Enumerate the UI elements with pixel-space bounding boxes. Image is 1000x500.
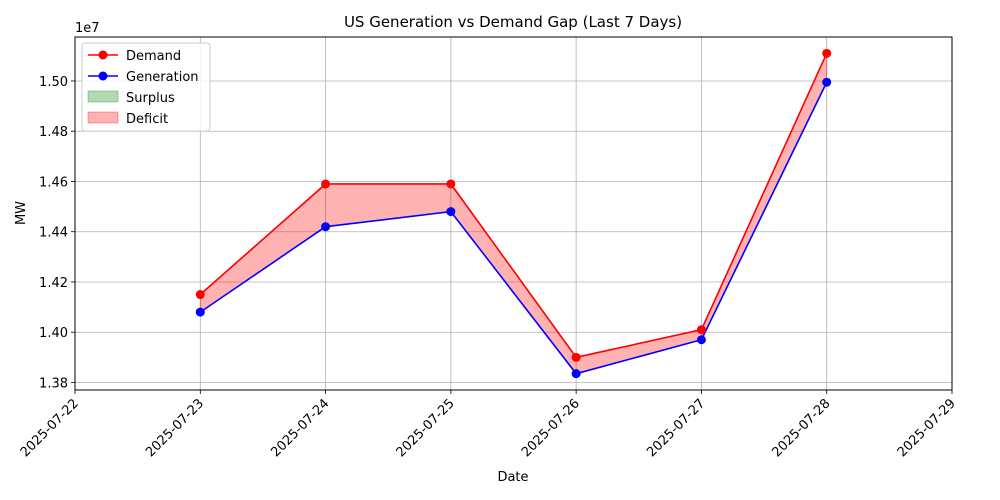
demand-point: [822, 48, 832, 58]
plot-frame: [74, 36, 953, 391]
y-tick-label: 1.46: [39, 175, 68, 190]
legend: Demand Generation Surplus Deficit: [81, 42, 211, 132]
legend-generation-label: Generation: [126, 70, 199, 85]
legend-deficit-label: Deficit: [126, 112, 168, 127]
legend-deficit-swatch: [87, 111, 119, 124]
y-tick-label: 1.42: [39, 276, 68, 291]
demand-point: [571, 352, 581, 362]
legend-surplus-label: Surplus: [126, 91, 175, 106]
legend-demand-label: Demand: [126, 49, 181, 64]
y-axis-label: MW: [14, 201, 29, 225]
generation-point: [571, 369, 581, 379]
generation-point: [822, 77, 832, 87]
legend-surplus-swatch: [87, 90, 119, 103]
demand-line: [199, 53, 828, 359]
demand-point: [696, 325, 706, 335]
legend-box: [81, 42, 211, 132]
generation-point: [696, 335, 706, 345]
generation-line: [199, 81, 828, 375]
legend-demand-marker: [98, 50, 108, 60]
demand-point: [195, 290, 205, 300]
y-tick-label: 1.44: [39, 226, 68, 241]
x-tick-label: 2025-07-24: [268, 396, 332, 460]
y-tick-label: 1.48: [39, 125, 68, 140]
y-tick-label: 1.38: [39, 376, 68, 391]
x-tick-label: 2025-07-28: [770, 396, 834, 460]
deficit-fill: [199, 53, 828, 375]
y-tick-label: 1.40: [39, 326, 68, 341]
x-tick-label: 2025-07-29: [895, 396, 959, 460]
deficit-fill-area: [199, 53, 828, 375]
x-tick-label: 2025-07-27: [644, 396, 708, 460]
x-tick-label: 2025-07-25: [394, 396, 458, 460]
series-lines: [195, 48, 832, 379]
demand-point: [446, 179, 456, 189]
x-tick-label: 2025-07-23: [143, 396, 207, 460]
chart-title: US Generation vs Demand Gap (Last 7 Days…: [344, 13, 682, 31]
x-axis-label: Date: [497, 470, 528, 485]
generation-point: [195, 307, 205, 317]
x-tick-label: 2025-07-22: [18, 396, 82, 460]
y-tick-label: 1.50: [39, 75, 68, 90]
x-axis-ticks: 2025-07-22 2025-07-23 2025-07-24 2025-07-25…: [18, 390, 959, 460]
generation-point: [446, 207, 456, 217]
x-tick-label: 2025-07-26: [519, 396, 583, 460]
y-offset-label: 1e7: [75, 21, 100, 36]
grid: [74, 37, 953, 390]
legend-generation-marker: [98, 71, 108, 81]
demand-point: [321, 179, 331, 189]
generation-point: [321, 222, 331, 232]
y-axis-ticks: 1.38 1.40 1.42 1.44 1.46 1.48 1.50: [39, 75, 75, 391]
